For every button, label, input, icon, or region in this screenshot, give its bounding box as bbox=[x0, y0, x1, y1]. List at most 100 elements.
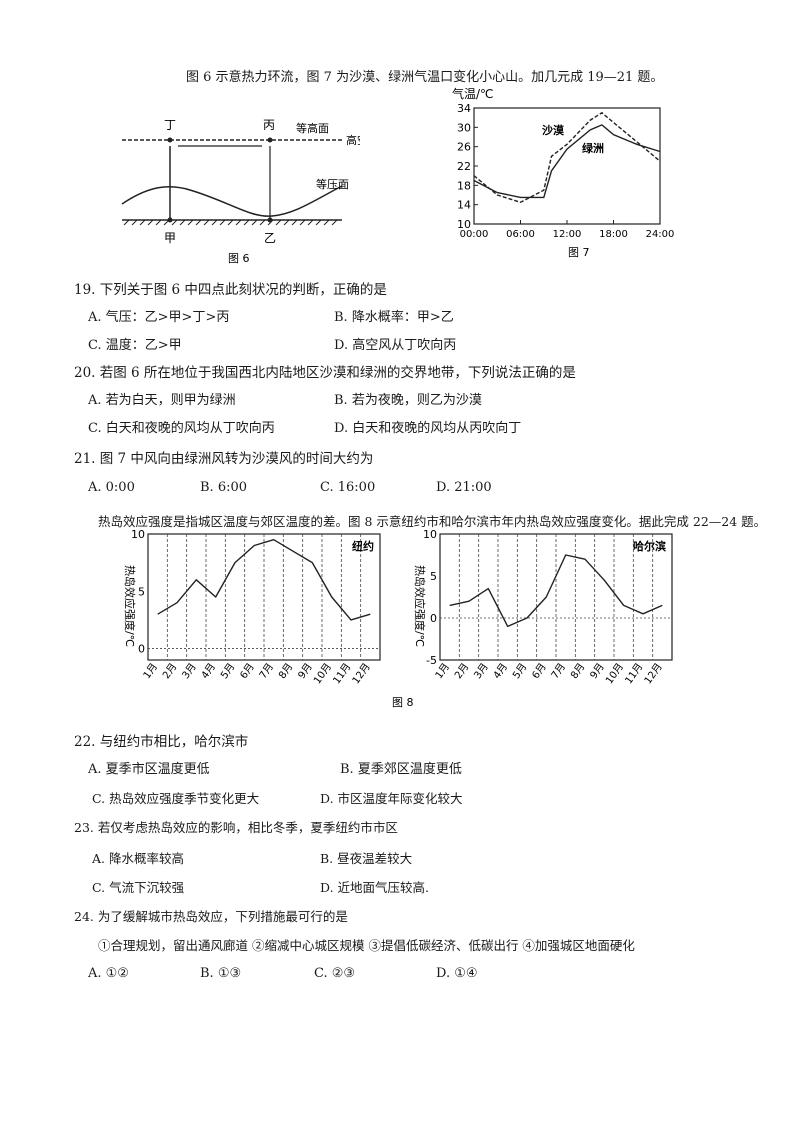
hb-month-label: 2月 bbox=[452, 661, 471, 681]
ny-month-label: 12月 bbox=[350, 661, 373, 687]
fig7-xtick-label: 06:00 bbox=[506, 229, 535, 240]
q24-stem: 24. 为了缓解城市热岛效应，下列措施最可行的是 bbox=[74, 909, 348, 924]
ny-month-label: 11月 bbox=[331, 661, 354, 687]
hb-series-line bbox=[449, 554, 663, 628]
intro-fig8: 热岛效应强度是指城区温度与郊区温度的差。图 8 示意纽约市和哈尔滨市年内热岛效应… bbox=[98, 514, 767, 529]
fig7-frame bbox=[473, 107, 661, 225]
figure-6: 丁 丙 等高面 高空 等压面 甲 乙 图 6 bbox=[121, 118, 360, 265]
label-yi: 乙 bbox=[264, 231, 276, 245]
hb-title: 哈尔滨 bbox=[633, 539, 666, 553]
q20-option-c: C. 白天和夜晚的风均从丁吹向丙 bbox=[88, 421, 275, 436]
point-bing bbox=[267, 137, 273, 143]
q19-option-c: C. 温度：乙>甲 bbox=[88, 338, 182, 353]
q22-stem: 22. 与纽约市相比，哈尔滨市 bbox=[74, 734, 249, 750]
ny-ytick-label: 10 bbox=[131, 530, 145, 541]
q19-stem: 19. 下列关于图 6 中四点此刻状况的判断，正确的是 bbox=[74, 282, 387, 298]
fig7-xtick-label: 24:00 bbox=[646, 229, 675, 240]
fig7-xtick-label: 12:00 bbox=[553, 229, 582, 240]
hb-ytick-label: 10 bbox=[423, 530, 437, 541]
hb-ylabel: 热岛效应强度/℃ bbox=[413, 565, 427, 647]
q21-option-a: A. 0:00 bbox=[88, 480, 135, 495]
ny-month-label: 7月 bbox=[257, 661, 276, 681]
oasis-label: 绿洲 bbox=[582, 141, 604, 155]
label-isobar: 等压面 bbox=[316, 177, 349, 191]
q23-option-c: C. 气流下沉较强 bbox=[92, 880, 185, 895]
ny-ytick-label: 5 bbox=[138, 585, 145, 598]
ny-month-label: 3月 bbox=[180, 661, 199, 681]
fig7-ytick-label: 18 bbox=[457, 179, 471, 192]
oasis-series-line bbox=[473, 124, 661, 199]
fig7-xtick-label: 00:00 bbox=[460, 229, 489, 240]
fig7-ytick-label: 10 bbox=[457, 218, 471, 231]
hb-month-label: 4月 bbox=[491, 661, 510, 681]
hb-ytick-label: -5 bbox=[426, 654, 437, 667]
q22-option-b: B. 夏季郊区温度更低 bbox=[340, 762, 462, 777]
point-ding bbox=[167, 137, 173, 143]
q20-option-b: B. 若为夜晚，则乙为沙漠 bbox=[334, 393, 482, 408]
fig8-caption: 图 8 bbox=[392, 696, 414, 709]
ny-month-label: 6月 bbox=[238, 661, 257, 681]
q22-option-a: A. 夏季市区温度更低 bbox=[88, 762, 210, 777]
q23-option-b: B. 昼夜温差较大 bbox=[320, 851, 413, 866]
desert-label: 沙漠 bbox=[542, 123, 565, 137]
hb-month-label: 6月 bbox=[530, 661, 549, 681]
hb-ytick-label: 5 bbox=[430, 570, 437, 583]
q24-option-a: A. ①② bbox=[88, 966, 129, 981]
q22-option-d: D. 市区温度年际变化较大 bbox=[320, 791, 463, 806]
q23-option-a: A. 降水概率较高 bbox=[92, 851, 184, 866]
hb-month-label: 3月 bbox=[472, 661, 491, 681]
fig7-ytick-label: 14 bbox=[457, 199, 471, 212]
fig7-ylabel: 气温/℃ bbox=[452, 86, 494, 101]
q24-option-d: D. ①④ bbox=[436, 966, 478, 981]
hb-ytick-label: 0 bbox=[430, 612, 437, 625]
q19-option-b: B. 降水概率：甲>乙 bbox=[334, 310, 454, 325]
fig7-ytick-label: 26 bbox=[457, 141, 471, 154]
ny-ylabel: 热岛效应强度/℃ bbox=[123, 565, 137, 647]
fig7-ytick-label: 34 bbox=[457, 102, 471, 115]
q21-option-c: C. 16:00 bbox=[320, 480, 376, 495]
q22-option-c: C. 热岛效应强度季节变化更大 bbox=[92, 791, 260, 806]
point-yi bbox=[267, 217, 273, 223]
hb-month-label: 8月 bbox=[568, 661, 587, 681]
label-jia: 甲 bbox=[164, 231, 176, 245]
ny-month-label: 4月 bbox=[199, 661, 218, 681]
label-ding: 丁 bbox=[164, 118, 176, 132]
fig7-ytick-label: 22 bbox=[457, 160, 471, 173]
fig7-caption: 图 7 bbox=[568, 246, 590, 259]
q23-option-d: D. 近地面气压较高. bbox=[320, 880, 429, 895]
ny-month-label: 9月 bbox=[296, 661, 315, 681]
q19-option-a: A. 气压：乙>甲>丁>丙 bbox=[88, 310, 230, 325]
intro-fig6-7: 图 6 示意热力环流，图 7 为沙漠、绿洲气温口变化小心山。加几元成 19—21… bbox=[186, 70, 664, 85]
fig6-caption: 图 6 bbox=[228, 252, 250, 265]
q21-stem: 21. 图 7 中风向由绿洲风转为沙漠风的时间大约为 bbox=[74, 451, 374, 467]
label-high-air: 高空 bbox=[346, 133, 360, 147]
desert-series-line bbox=[473, 111, 661, 204]
point-jia bbox=[167, 217, 173, 223]
q23-stem: 23. 若仅考虑热岛效应的影响，相比冬季，夏季纽约市市区 bbox=[74, 820, 398, 835]
label-bing: 丙 bbox=[263, 118, 275, 132]
hb-month-label: 11月 bbox=[623, 661, 646, 687]
q21-option-d: D. 21:00 bbox=[436, 480, 492, 495]
hb-month-label: 12月 bbox=[642, 661, 665, 687]
q20-option-a: A. 若为白天，则甲为绿洲 bbox=[88, 393, 236, 408]
hb-month-label: 5月 bbox=[510, 661, 529, 681]
hb-month-label: 10月 bbox=[603, 661, 626, 687]
q24-option-b: B. ①③ bbox=[200, 966, 242, 981]
q19-option-d: D. 高空风从丁吹向丙 bbox=[334, 338, 457, 353]
isobar-curve bbox=[121, 185, 343, 217]
ny-ytick-label: 0 bbox=[138, 643, 145, 656]
ny-month-label: 8月 bbox=[276, 661, 295, 681]
fig7-ytick-label: 30 bbox=[457, 121, 471, 134]
fig7-xtick-label: 18:00 bbox=[599, 229, 628, 240]
ny-month-label: 2月 bbox=[160, 661, 179, 681]
ny-month-label: 10月 bbox=[311, 661, 334, 687]
ny-title: 纽约 bbox=[352, 539, 374, 553]
hb-month-label: 9月 bbox=[588, 661, 607, 681]
ny-month-label: 5月 bbox=[218, 661, 237, 681]
q20-option-d: D. 白天和夜晚的风均从丙吹向丁 bbox=[334, 421, 522, 436]
